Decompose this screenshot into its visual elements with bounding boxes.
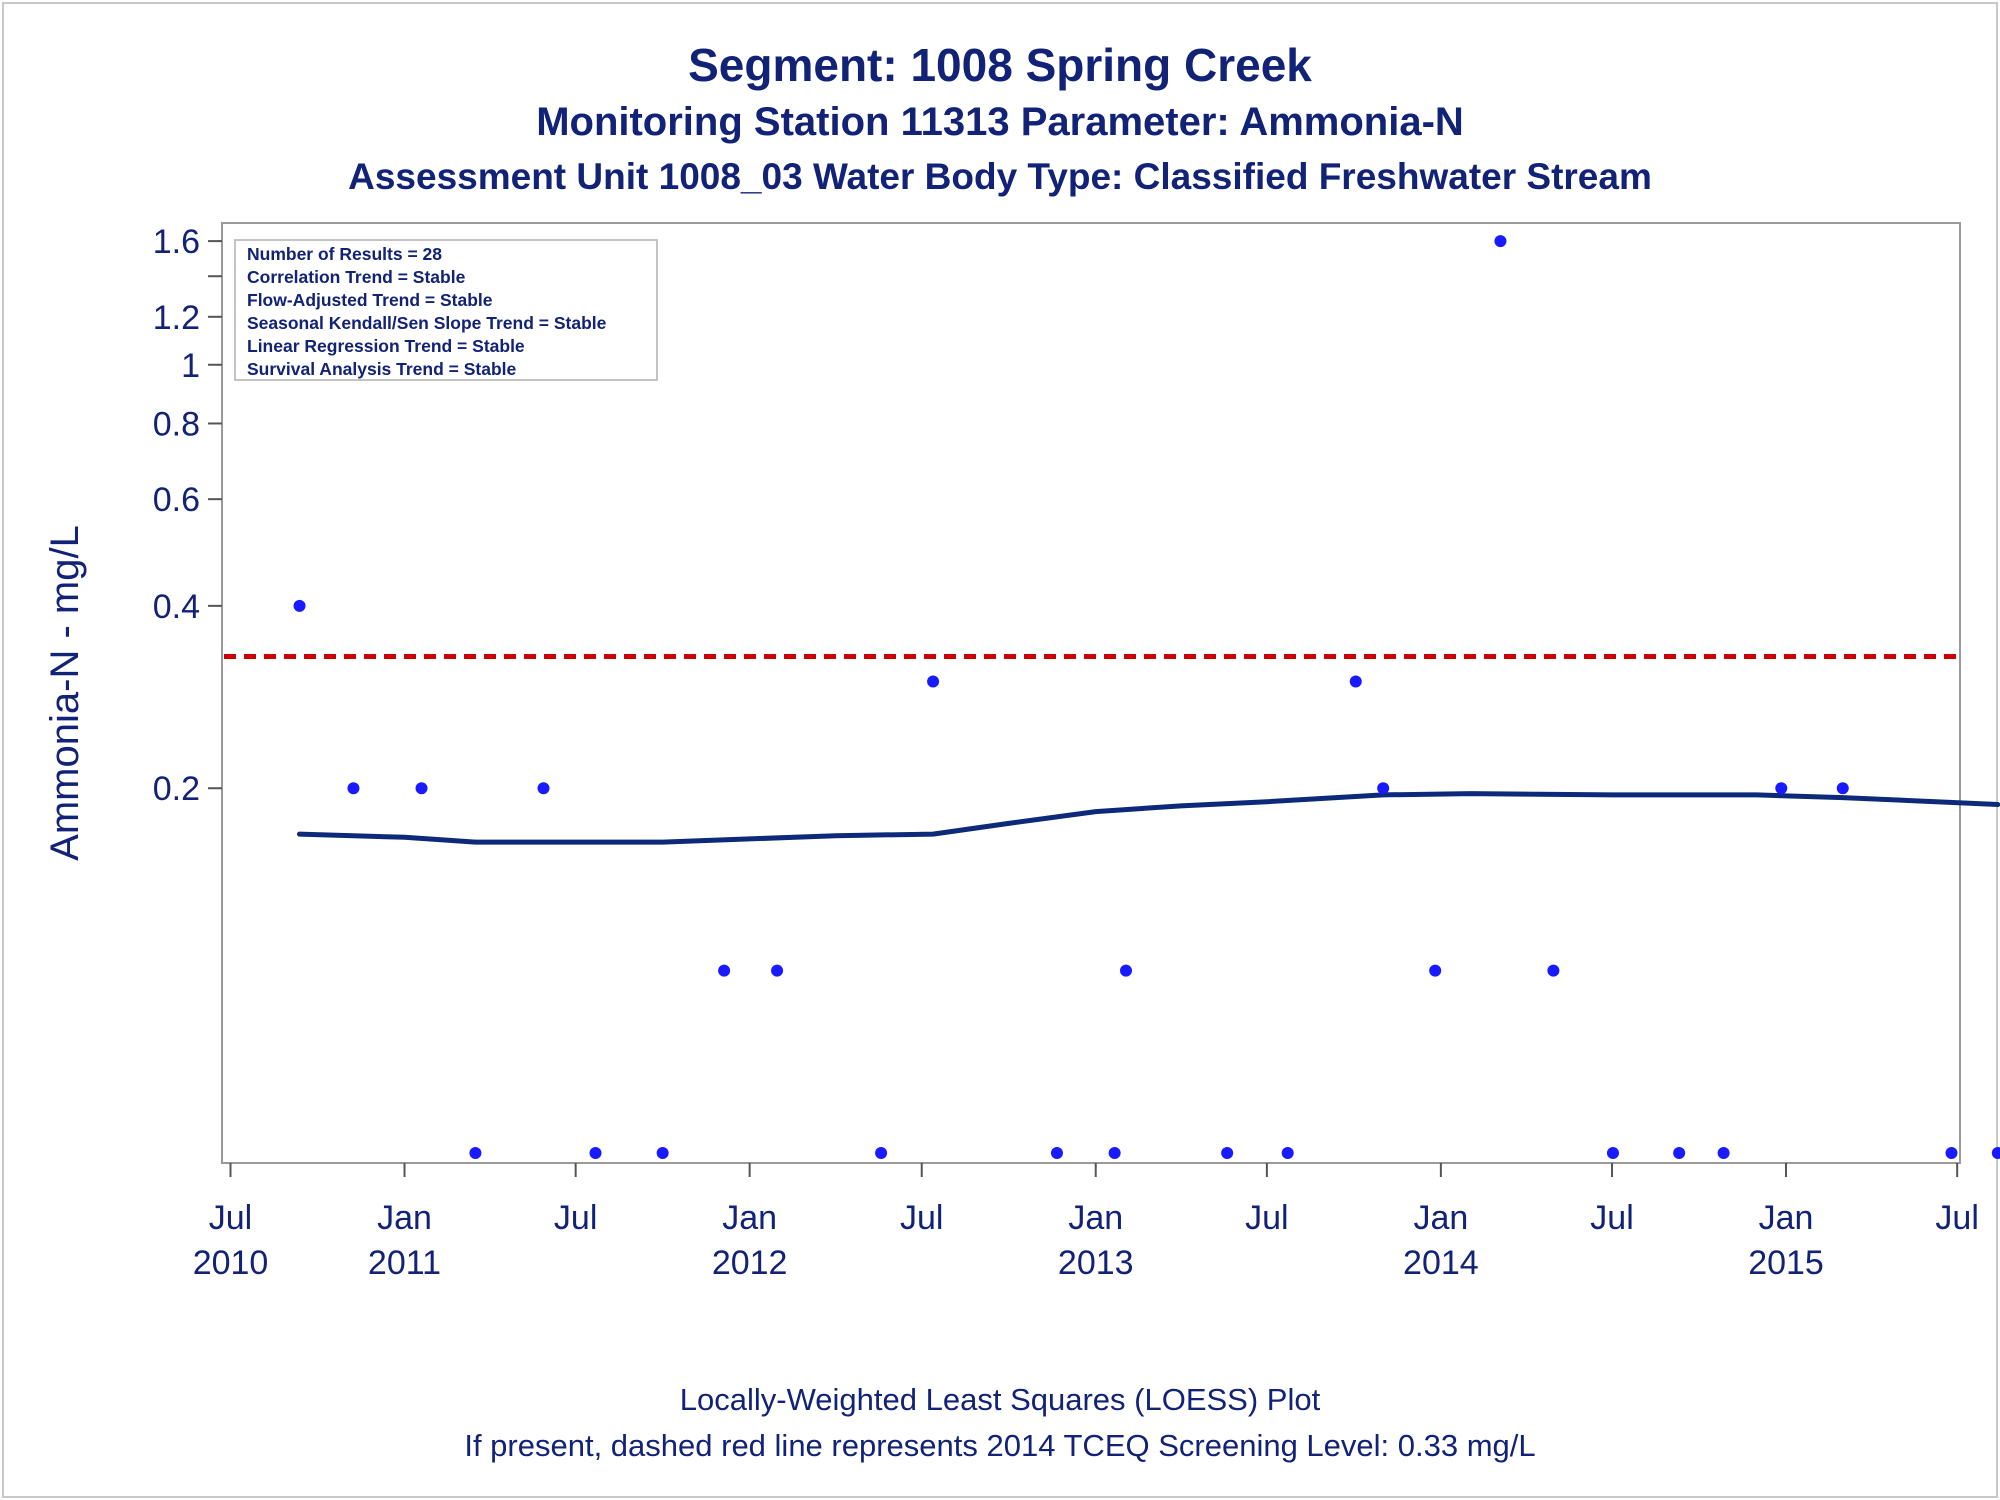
data-point — [469, 1147, 482, 1159]
x-tick-year-label: 2011 — [368, 1244, 441, 1282]
data-point — [1945, 1147, 1958, 1159]
stats-line: Flow-Adjusted Trend = Stable — [247, 290, 493, 310]
y-tick-label: 0.8 — [153, 405, 200, 443]
data-point — [718, 964, 731, 977]
data-point — [1836, 782, 1849, 795]
data-point — [1991, 1147, 2000, 1159]
x-tick-label: Jul — [554, 1199, 597, 1237]
data-point — [293, 599, 306, 612]
data-point — [1050, 1147, 1063, 1159]
y-tick-label: 1.6 — [153, 223, 200, 261]
y-tick-label: 0.2 — [153, 770, 200, 808]
data-point — [415, 782, 428, 795]
y-tick-label: 0.6 — [153, 481, 200, 519]
x-tick-label: Jan — [1413, 1199, 1468, 1237]
x-tick-label: Jan — [1759, 1199, 1814, 1237]
x-tick-year-label: 2014 — [1403, 1244, 1479, 1282]
x-tick-label: Jan — [722, 1199, 777, 1237]
chart-subtitle-2: Assessment Unit 1008_03 Water Body Type:… — [348, 156, 1652, 197]
y-tick-label: 0.4 — [153, 588, 200, 626]
chart-subtitle: Monitoring Station 11313 Parameter: Ammo… — [536, 100, 1464, 144]
y-tick-label: 1.2 — [153, 299, 200, 337]
stats-line: Correlation Trend = Stable — [247, 267, 466, 287]
data-point — [1717, 1147, 1730, 1159]
data-point — [1775, 782, 1788, 795]
data-point — [656, 1147, 669, 1159]
data-point — [1349, 675, 1362, 688]
x-tick-year-label: 2015 — [1748, 1244, 1824, 1282]
x-tick-label: Jul — [1590, 1199, 1633, 1237]
x-tick-label: Jul — [900, 1199, 943, 1237]
data-point — [1108, 1147, 1121, 1159]
stats-line: Survival Analysis Trend = Stable — [247, 359, 517, 379]
data-point — [347, 782, 360, 795]
x-tick-label: Jan — [377, 1199, 432, 1237]
data-point — [1494, 235, 1507, 248]
stats-line: Linear Regression Trend = Stable — [247, 336, 525, 356]
stats-box — [234, 239, 658, 381]
x-tick-label: Jul — [1935, 1199, 1978, 1237]
data-point — [537, 782, 550, 795]
loess-curve — [297, 791, 2000, 845]
y-tick-label: 1 — [181, 347, 200, 385]
data-point — [1119, 964, 1132, 977]
footer-note-2: If present, dashed red line represents 2… — [464, 1428, 1536, 1463]
data-point — [1606, 1147, 1619, 1159]
x-tick-year-label: 2010 — [193, 1244, 269, 1282]
x-tick-label: Jan — [1068, 1199, 1123, 1237]
x-tick-label: Jul — [209, 1199, 252, 1237]
chart-title: Segment: 1008 Spring Creek — [688, 39, 1312, 91]
data-point — [927, 675, 940, 688]
data-point — [1377, 782, 1390, 795]
data-point — [1221, 1147, 1234, 1159]
stats-line: Number of Results = 28 — [247, 244, 442, 264]
footer-note-1: Locally-Weighted Least Squares (LOESS) P… — [679, 1382, 1321, 1417]
x-tick-year-label: 2012 — [712, 1244, 788, 1282]
x-tick-label: Jul — [1245, 1199, 1288, 1237]
plot-frame — [221, 222, 1961, 1164]
x-tick-year-label: 2013 — [1058, 1244, 1134, 1282]
data-point — [875, 1147, 888, 1159]
data-point — [1281, 1147, 1294, 1159]
stats-line: Seasonal Kendall/Sen Slope Trend = Stabl… — [247, 313, 607, 333]
plot-area: 1.6 1.2 1 0.8 0.6 0.4 0.2 Jul 2010 Jan 2011 Jul Jan 2… — [43, 222, 2000, 1282]
data-point — [1429, 964, 1442, 977]
data-point — [1547, 964, 1560, 977]
data-point — [589, 1147, 602, 1159]
y-axis-title: Ammonia-N - mg/L — [43, 525, 87, 861]
data-point — [1673, 1147, 1686, 1159]
data-point — [771, 964, 784, 977]
